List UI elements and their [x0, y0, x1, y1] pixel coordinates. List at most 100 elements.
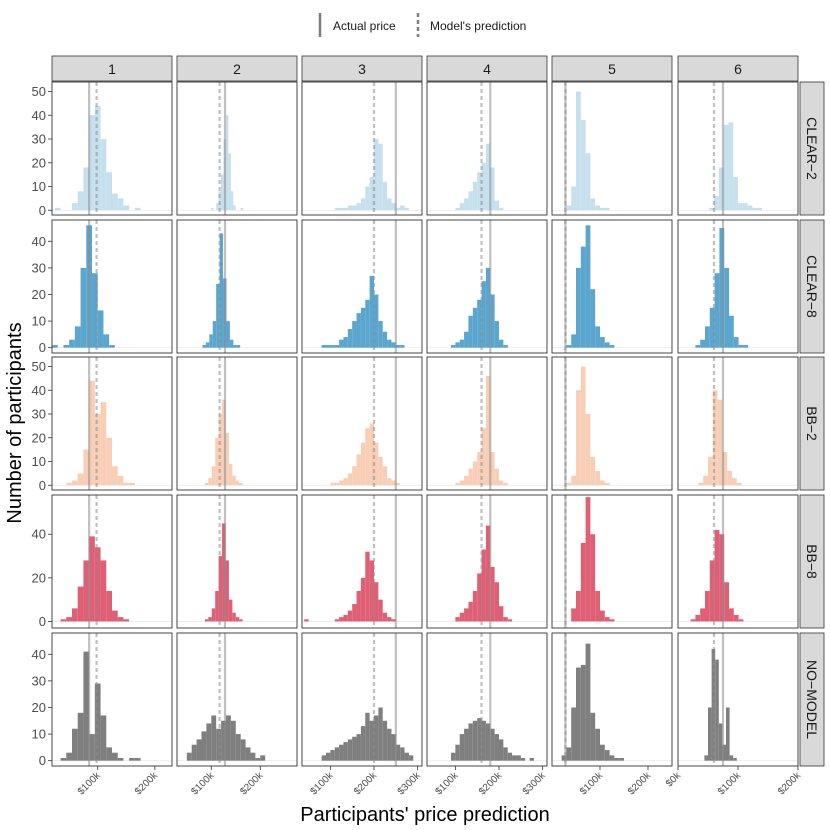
histogram-bar	[369, 177, 374, 211]
panel-BB−8-3	[301, 494, 423, 629]
histogram-bar	[215, 437, 219, 486]
panel-background	[552, 633, 672, 766]
histogram-bar	[382, 181, 388, 211]
histogram-bar	[360, 577, 366, 622]
panel-background	[177, 220, 297, 353]
histogram-bar	[590, 456, 596, 486]
panel-background	[302, 82, 422, 215]
histogram-bar	[347, 205, 353, 211]
panel-border	[51, 81, 173, 216]
histogram-bar	[600, 480, 605, 486]
histogram-bar	[54, 207, 61, 211]
histogram-bar	[714, 529, 720, 622]
histogram-bar	[343, 207, 348, 211]
histogram-bar	[719, 534, 725, 622]
histogram-bar	[472, 181, 478, 211]
histogram-bar	[352, 205, 357, 211]
y-tick-label: 20	[32, 700, 46, 715]
histogram-bar	[382, 331, 388, 348]
panel-background	[552, 220, 672, 353]
panel-border	[426, 356, 548, 491]
histogram-bar	[459, 203, 465, 211]
histogram-bar	[72, 728, 78, 761]
column-strip-5	[551, 55, 673, 82]
panel-CLEAR−8-2	[176, 219, 298, 354]
histogram-bar	[400, 345, 405, 348]
histogram-bar	[334, 345, 340, 348]
histogram-bar	[704, 755, 708, 761]
histogram-bar	[211, 715, 217, 761]
histogram-bar	[709, 307, 715, 348]
histogram-bar	[226, 321, 230, 348]
histogram-bar	[595, 590, 600, 622]
panel-BB−8-2	[176, 494, 298, 629]
histogram-bar	[352, 736, 357, 761]
histogram-bar	[117, 617, 124, 622]
histogram-bar	[365, 551, 370, 622]
row-strip	[799, 356, 825, 491]
histogram-bar	[382, 612, 388, 622]
y-tick-label: 10	[32, 179, 46, 194]
histogram-bar	[233, 205, 236, 211]
histogram-bar	[339, 617, 344, 622]
histogram-bar	[360, 307, 366, 348]
histogram-bar	[729, 755, 734, 761]
histogram-bar	[378, 599, 383, 622]
histogram-bar	[609, 619, 615, 622]
histogram-bar	[705, 326, 710, 348]
panel-BB−2-4	[426, 356, 548, 491]
y-tick-label: 0	[39, 614, 46, 629]
histogram-bar	[503, 482, 508, 486]
histogram-bar	[378, 707, 383, 761]
histogram-bar	[719, 227, 725, 348]
histogram-bar	[330, 482, 335, 486]
histogram-bar	[123, 482, 130, 486]
histogram-bar	[757, 207, 762, 211]
histogram-bar	[387, 478, 392, 486]
histogram-bar	[387, 339, 392, 348]
histogram-bar	[477, 172, 482, 211]
panel-border	[677, 81, 799, 216]
panel-border	[176, 81, 298, 216]
histogram-bar	[225, 560, 229, 622]
panel-CLEAR−8-3	[301, 219, 423, 354]
histogram-bar	[698, 482, 704, 486]
histogram-bar	[80, 267, 87, 348]
histogram-bar	[477, 299, 482, 348]
histogram-bar	[334, 619, 340, 622]
histogram-bar	[239, 482, 243, 486]
histogram-bar	[83, 449, 90, 486]
histogram-bar	[695, 614, 701, 622]
histogram-bar	[580, 542, 586, 622]
histogram-bar	[374, 139, 379, 211]
histogram-bar	[240, 207, 244, 211]
histogram-bar	[576, 667, 581, 761]
histogram-bar	[499, 606, 504, 622]
column-strip-label: 5	[608, 61, 616, 77]
panel-border	[426, 632, 548, 767]
histogram-bar	[321, 345, 326, 348]
histogram-bar	[481, 162, 486, 211]
histogram-bar	[464, 331, 469, 348]
histogram-bar	[66, 482, 72, 486]
histogram-bar	[566, 205, 572, 211]
histogram-bar	[507, 752, 513, 761]
histogram-bar	[485, 525, 491, 622]
histogram-bar	[209, 334, 213, 348]
panel-BB−2-6	[677, 356, 799, 491]
y-tick-label: 40	[32, 108, 46, 123]
histogram-bar	[89, 115, 95, 211]
histogram-bar	[481, 428, 486, 486]
histogram-bar	[326, 752, 331, 761]
histogram-bar	[455, 207, 460, 211]
y-tick-label: 10	[32, 454, 46, 469]
histogram-bar	[718, 167, 724, 211]
histogram-bar	[400, 747, 405, 761]
histogram-bar	[74, 326, 81, 348]
histogram-bar	[733, 337, 739, 348]
histogram-bar	[590, 712, 596, 761]
histogram-bar	[590, 534, 596, 622]
histogram-bar	[472, 720, 478, 761]
histogram-bar	[129, 482, 135, 486]
panel-background	[177, 82, 297, 215]
